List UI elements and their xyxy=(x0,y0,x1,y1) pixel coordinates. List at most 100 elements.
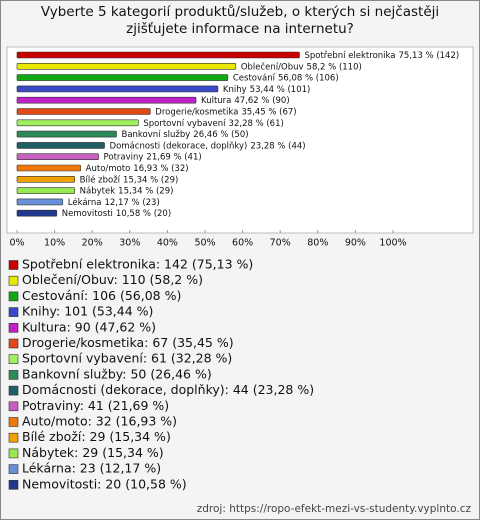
legend-label: Nemovitosti: 20 (10,58 %) xyxy=(22,476,187,491)
legend-label: Kultura: 90 (47,62 %) xyxy=(22,319,156,334)
x-tick-label: 90% xyxy=(345,238,366,249)
category-label: Kultura xyxy=(201,96,231,106)
legend-label: Bankovní služby: 50 (26,46 %) xyxy=(22,366,212,381)
bar-label: Nemovitosti 10,58 % (20) xyxy=(62,209,171,219)
x-tick-label: 80% xyxy=(307,238,328,249)
value-label: 10,58 % (20) xyxy=(116,209,171,219)
legend-label: Lékárna: 23 (12,17 %) xyxy=(22,461,161,476)
legend-label: Sportovní vybavení: 61 (32,28 %) xyxy=(22,351,232,366)
bar-label: Lékárna 12,17 % (23) xyxy=(68,196,160,207)
value-label: 56,08 % (106) xyxy=(278,73,339,83)
x-tick-label: 50% xyxy=(194,238,215,249)
bar-label: Spotřební elektronika 75,13 % (142) xyxy=(304,51,459,61)
legend-swatch xyxy=(8,385,19,396)
legend-swatch xyxy=(8,275,19,286)
bar xyxy=(16,96,197,104)
bar xyxy=(16,62,237,70)
category-label: Nemovitosti xyxy=(62,209,113,219)
bar-label: Drogerie/kosmetika 35,45 % (67) xyxy=(155,107,296,117)
bar-label: Domácnosti (dekorace, doplňky) 23,28 % (4… xyxy=(110,140,306,151)
bar xyxy=(16,130,117,138)
bar xyxy=(16,187,75,194)
legend-swatch xyxy=(8,291,19,302)
legend-swatch xyxy=(8,322,19,333)
category-label: Sportovní vybavení xyxy=(143,118,226,128)
x-tick-label: 20% xyxy=(82,238,103,249)
category-label: Potraviny xyxy=(104,152,144,162)
legend-swatch xyxy=(8,307,19,317)
legend-swatch xyxy=(8,401,19,412)
legend-swatch xyxy=(8,370,19,380)
value-label: 58,2 % (110) xyxy=(307,62,362,72)
bar xyxy=(16,51,300,59)
x-tick-label: 10% xyxy=(44,238,65,249)
legend-swatch xyxy=(8,432,19,443)
value-label: 26,46 % (50) xyxy=(193,130,248,140)
value-label: 35,45 % (67) xyxy=(241,107,296,117)
value-label: 15,34 % (29) xyxy=(123,175,178,185)
legend-swatch xyxy=(8,479,19,490)
value-label: 12,17 % (23) xyxy=(105,197,160,207)
x-tick-label: 60% xyxy=(232,238,253,249)
category-label: Auto/moto xyxy=(86,164,131,174)
legend-label: Oblečení/Obuv: 110 (58,2 %) xyxy=(22,272,203,287)
x-tick-label: 100% xyxy=(379,238,406,249)
bar xyxy=(16,142,105,149)
bar-label: Sportovní vybavení 32,28 % (61) xyxy=(143,118,283,128)
value-label: 15,34 % (29) xyxy=(118,186,173,196)
bar xyxy=(16,85,219,93)
legend-swatch xyxy=(8,354,19,365)
value-label: 21,69 % (41) xyxy=(146,152,201,162)
x-tick-label: 30% xyxy=(119,238,140,249)
value-label: 53,44 % (101) xyxy=(250,84,311,94)
value-label: 32,28 % (61) xyxy=(229,118,284,128)
value-label: 16,93 % (32) xyxy=(133,164,188,174)
category-label: Drogerie/kosmetika xyxy=(155,107,238,117)
category-label: Nábytek xyxy=(80,186,116,196)
bar xyxy=(16,119,139,127)
category-label: Lékárna xyxy=(68,196,102,207)
bar xyxy=(16,74,229,81)
x-tick-label: 40% xyxy=(157,238,178,249)
bar-label: Knihy 53,44 % (101) xyxy=(223,84,310,94)
legend-label: Knihy: 101 (53,44 %) xyxy=(22,304,153,319)
bar xyxy=(16,153,99,160)
legend-swatch xyxy=(8,338,19,349)
x-tick-label: 0% xyxy=(9,238,24,249)
category-label: Oblečení/Obuv xyxy=(241,61,304,72)
bar-label: Cestování 56,08 % (106) xyxy=(233,73,339,83)
legend-label: Potraviny: 41 (21,69 %) xyxy=(22,398,169,413)
category-label: Spotřební elektronika xyxy=(304,51,395,61)
legend-label: Drogerie/kosmetika: 67 (35,45 %) xyxy=(22,335,234,350)
value-label: 23,28 % (44) xyxy=(250,141,305,151)
bar xyxy=(16,164,81,172)
legend-label: Auto/moto: 32 (16,93 %) xyxy=(22,414,177,429)
legend-label: Domácnosti (dekorace, doplňky): 44 (23,2… xyxy=(22,382,314,397)
category-label: Knihy xyxy=(223,84,247,94)
source: zdroj: https://ropo-efekt-mezi-vs-studen… xyxy=(197,503,472,515)
bar-label: Potraviny 21,69 % (41) xyxy=(104,152,202,162)
legend-label: Cestování: 106 (56,08 %) xyxy=(22,288,181,303)
category-label: Cestování xyxy=(233,73,276,83)
legend-label: Spotřební elektronika: 142 (75,13 %) xyxy=(22,257,253,272)
bar-label: Oblečení/Obuv 58,2 % (110) xyxy=(241,61,362,72)
bar-label: Kultura 47,62 % (90) xyxy=(201,96,290,106)
category-label: Bílé zboží xyxy=(80,174,121,185)
bar-label: Bankovní služby 26,46 % (50) xyxy=(121,130,248,140)
chart-title: Vyberte 5 kategorií produktů/služeb, o k… xyxy=(40,4,440,37)
legend-swatch xyxy=(8,260,19,270)
value-label: 75,13 % (142) xyxy=(399,51,460,61)
legend-swatch xyxy=(8,464,19,474)
bar xyxy=(16,176,75,183)
bar-label: Bílé zboží 15,34 % (29) xyxy=(80,174,179,185)
bar-label: Auto/moto 16,93 % (32) xyxy=(86,164,189,174)
category-label: Domácnosti (dekorace, doplňky) xyxy=(110,140,248,151)
legend-swatch xyxy=(8,448,19,459)
bar xyxy=(16,209,58,217)
category-label: Bankovní služby xyxy=(121,130,190,140)
legend-label: Bílé zboží: 29 (15,34 %) xyxy=(22,429,171,444)
bar-label: Nábytek 15,34 % (29) xyxy=(80,186,174,196)
legend-swatch xyxy=(8,417,19,427)
